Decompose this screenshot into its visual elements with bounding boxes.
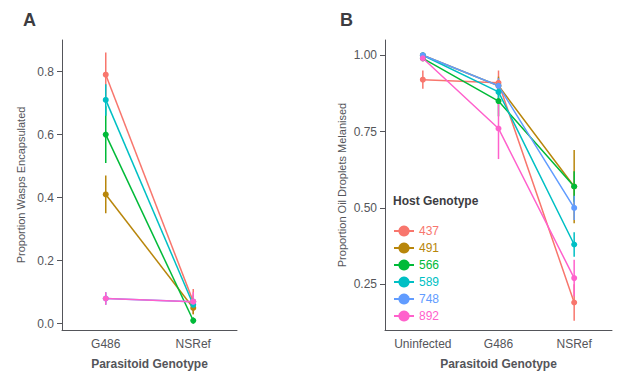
svg-text:0.2: 0.2 [37, 254, 54, 268]
svg-text:1.00: 1.00 [354, 48, 378, 62]
svg-text:NSRef: NSRef [556, 337, 592, 351]
svg-text:Proportion Oil Droplets Melani: Proportion Oil Droplets Melanised [336, 103, 348, 267]
svg-text:Parasitoid Genotype: Parasitoid Genotype [440, 357, 557, 371]
svg-text:Uninfected: Uninfected [394, 337, 451, 351]
svg-text:Host Genotype: Host Genotype [393, 194, 479, 208]
svg-text:892: 892 [419, 309, 439, 323]
svg-text:NSRef: NSRef [176, 337, 212, 351]
svg-text:A: A [23, 10, 36, 30]
svg-text:G486: G486 [91, 337, 121, 351]
svg-text:G486: G486 [484, 337, 514, 351]
svg-text:589: 589 [419, 275, 439, 289]
svg-text:748: 748 [419, 292, 439, 306]
svg-text:0.6: 0.6 [37, 128, 54, 142]
svg-text:0.75: 0.75 [354, 125, 378, 139]
svg-text:566: 566 [419, 258, 439, 272]
svg-text:437: 437 [419, 224, 439, 238]
svg-text:0.4: 0.4 [37, 191, 54, 205]
svg-text:0.25: 0.25 [354, 277, 378, 291]
svg-text:B: B [340, 10, 353, 30]
svg-text:491: 491 [419, 241, 439, 255]
svg-text:0.0: 0.0 [37, 317, 54, 331]
svg-text:Proportion Wasps Encapsulated: Proportion Wasps Encapsulated [15, 107, 27, 264]
svg-text:0.8: 0.8 [37, 65, 54, 79]
svg-text:Parasitoid Genotype: Parasitoid Genotype [91, 357, 208, 371]
svg-text:0.50: 0.50 [354, 201, 378, 215]
